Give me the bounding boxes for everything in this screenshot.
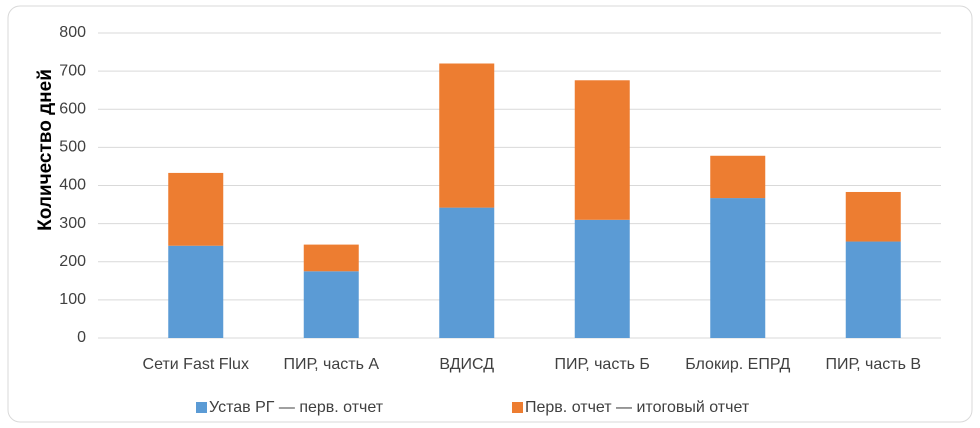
x-tick-label: ПИР, часть Б <box>554 356 650 373</box>
legend-label: Устав РГ — перв. отчет <box>209 399 384 416</box>
bar-segment <box>574 80 630 220</box>
bar-segment <box>439 207 495 338</box>
y-tick-label: 700 <box>59 62 86 79</box>
bar-segment <box>168 245 224 338</box>
legend-swatch <box>196 402 207 413</box>
bar-segment <box>168 172 224 246</box>
legend-swatch <box>512 402 523 413</box>
x-tick-label: Сети Fast Flux <box>142 356 249 373</box>
y-tick-label: 500 <box>59 139 86 156</box>
x-tick-label: ПИР, часть А <box>283 356 380 373</box>
y-tick-label: 800 <box>59 24 86 41</box>
bar-segment <box>439 63 495 208</box>
bar-segment <box>710 198 766 338</box>
y-tick-label: 300 <box>59 215 86 232</box>
bar-segment <box>303 244 359 272</box>
legend-label: Перв. отчет — итоговый отчет <box>525 399 750 416</box>
x-tick-label: Блокир. ЕПРД <box>685 356 791 373</box>
bar-segment <box>845 191 901 242</box>
y-tick-label: 200 <box>59 253 86 270</box>
bar-segment <box>710 155 766 199</box>
bar-segment <box>574 219 630 338</box>
y-tick-label: 100 <box>59 291 86 308</box>
x-tick-label: ПИР, часть В <box>825 356 922 373</box>
y-tick-label: 600 <box>59 100 86 117</box>
x-tick-label: ВДИСД <box>439 356 495 373</box>
bar-segment <box>845 241 901 338</box>
bar-segment <box>303 271 359 338</box>
y-tick-label: 400 <box>59 177 86 194</box>
y-axis-title: Количество дней <box>35 69 56 231</box>
y-tick-label: 0 <box>77 329 86 346</box>
